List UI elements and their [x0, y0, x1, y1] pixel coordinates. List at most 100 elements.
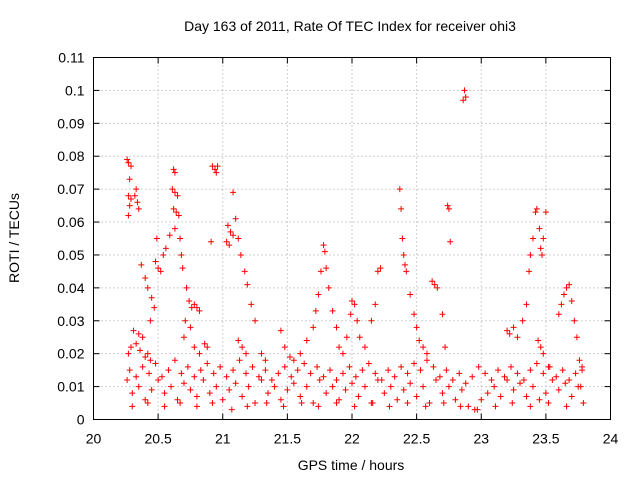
- data-point: [336, 396, 343, 403]
- x-tick-label: 23.5: [532, 431, 559, 447]
- data-point: [540, 235, 547, 242]
- data-point: [504, 377, 511, 384]
- data-point: [400, 251, 407, 258]
- data-point: [125, 159, 132, 166]
- data-point: [434, 284, 441, 291]
- data-point: [131, 192, 138, 199]
- data-point: [139, 363, 146, 370]
- data-point: [206, 390, 213, 397]
- data-point: [568, 298, 575, 305]
- data-point: [315, 403, 322, 410]
- data-point: [142, 274, 149, 281]
- data-point: [566, 281, 573, 288]
- y-tick-label: 0.02: [57, 346, 84, 362]
- x-tick-label: 21.5: [274, 431, 301, 447]
- data-point: [346, 363, 353, 370]
- data-point: [175, 212, 182, 219]
- data-point: [125, 192, 132, 199]
- data-point: [161, 390, 168, 397]
- data-point: [294, 367, 301, 374]
- data-point: [171, 357, 178, 364]
- data-point: [174, 192, 181, 199]
- data-point: [403, 268, 410, 275]
- data-point: [545, 400, 552, 407]
- data-point: [342, 386, 349, 393]
- data-point: [134, 199, 141, 206]
- data-point: [237, 251, 244, 258]
- data-point: [514, 334, 521, 341]
- data-point: [226, 386, 233, 393]
- data-point: [264, 390, 271, 397]
- data-point: [127, 196, 134, 203]
- data-point: [491, 383, 498, 390]
- data-point: [227, 228, 234, 235]
- data-point: [555, 311, 562, 318]
- data-point: [329, 307, 336, 314]
- data-point: [217, 363, 224, 370]
- data-point: [478, 396, 485, 403]
- data-point: [244, 281, 251, 288]
- y-tick-label: 0.06: [57, 214, 84, 230]
- data-point: [191, 373, 198, 380]
- y-tick-label: 0.1: [65, 82, 85, 98]
- data-point: [576, 357, 583, 364]
- data-point: [160, 251, 167, 258]
- data-point: [290, 380, 297, 387]
- data-point: [155, 265, 162, 272]
- data-point: [146, 370, 153, 377]
- data-point: [387, 383, 394, 390]
- data-point: [536, 225, 543, 232]
- data-point: [155, 377, 162, 384]
- data-point: [501, 373, 508, 380]
- data-point: [210, 370, 217, 377]
- data-point: [413, 393, 420, 400]
- data-point: [411, 311, 418, 318]
- data-point: [537, 245, 544, 252]
- data-point: [204, 344, 211, 351]
- data-point: [423, 357, 430, 364]
- data-point: [124, 156, 131, 163]
- data-point: [142, 353, 149, 360]
- data-point: [129, 403, 136, 410]
- data-point: [200, 377, 207, 384]
- data-point: [535, 337, 542, 344]
- data-point: [514, 370, 521, 377]
- data-point: [436, 373, 443, 380]
- y-tick-label: 0.03: [57, 313, 84, 329]
- data-point: [461, 87, 468, 94]
- data-point: [519, 317, 526, 324]
- data-point: [523, 393, 530, 400]
- data-point: [457, 403, 464, 410]
- data-point: [407, 291, 414, 298]
- data-point: [558, 301, 565, 308]
- data-point: [423, 350, 430, 357]
- data-point: [444, 202, 451, 209]
- data-point: [184, 363, 191, 370]
- data-point: [517, 380, 524, 387]
- data-point: [572, 370, 579, 377]
- data-point: [540, 370, 547, 377]
- data-point: [159, 373, 166, 380]
- data-point: [399, 235, 406, 242]
- data-point: [422, 403, 429, 410]
- data-point: [417, 367, 424, 374]
- data-point: [144, 284, 151, 291]
- data-point: [138, 261, 145, 268]
- data-point: [252, 400, 259, 407]
- data-point: [197, 367, 204, 374]
- data-point: [510, 386, 517, 393]
- data-point: [533, 360, 540, 367]
- data-point: [442, 344, 449, 351]
- data-point: [169, 186, 176, 193]
- y-tick-label: 0.07: [57, 181, 84, 197]
- data-point: [182, 317, 189, 324]
- x-tick-label: 24: [603, 431, 619, 447]
- data-point: [327, 367, 334, 374]
- data-point: [135, 330, 142, 337]
- data-point: [133, 340, 140, 347]
- data-point: [151, 304, 158, 311]
- data-point: [484, 390, 491, 397]
- data-point: [171, 225, 178, 232]
- data-point: [248, 301, 255, 308]
- data-point: [180, 334, 187, 341]
